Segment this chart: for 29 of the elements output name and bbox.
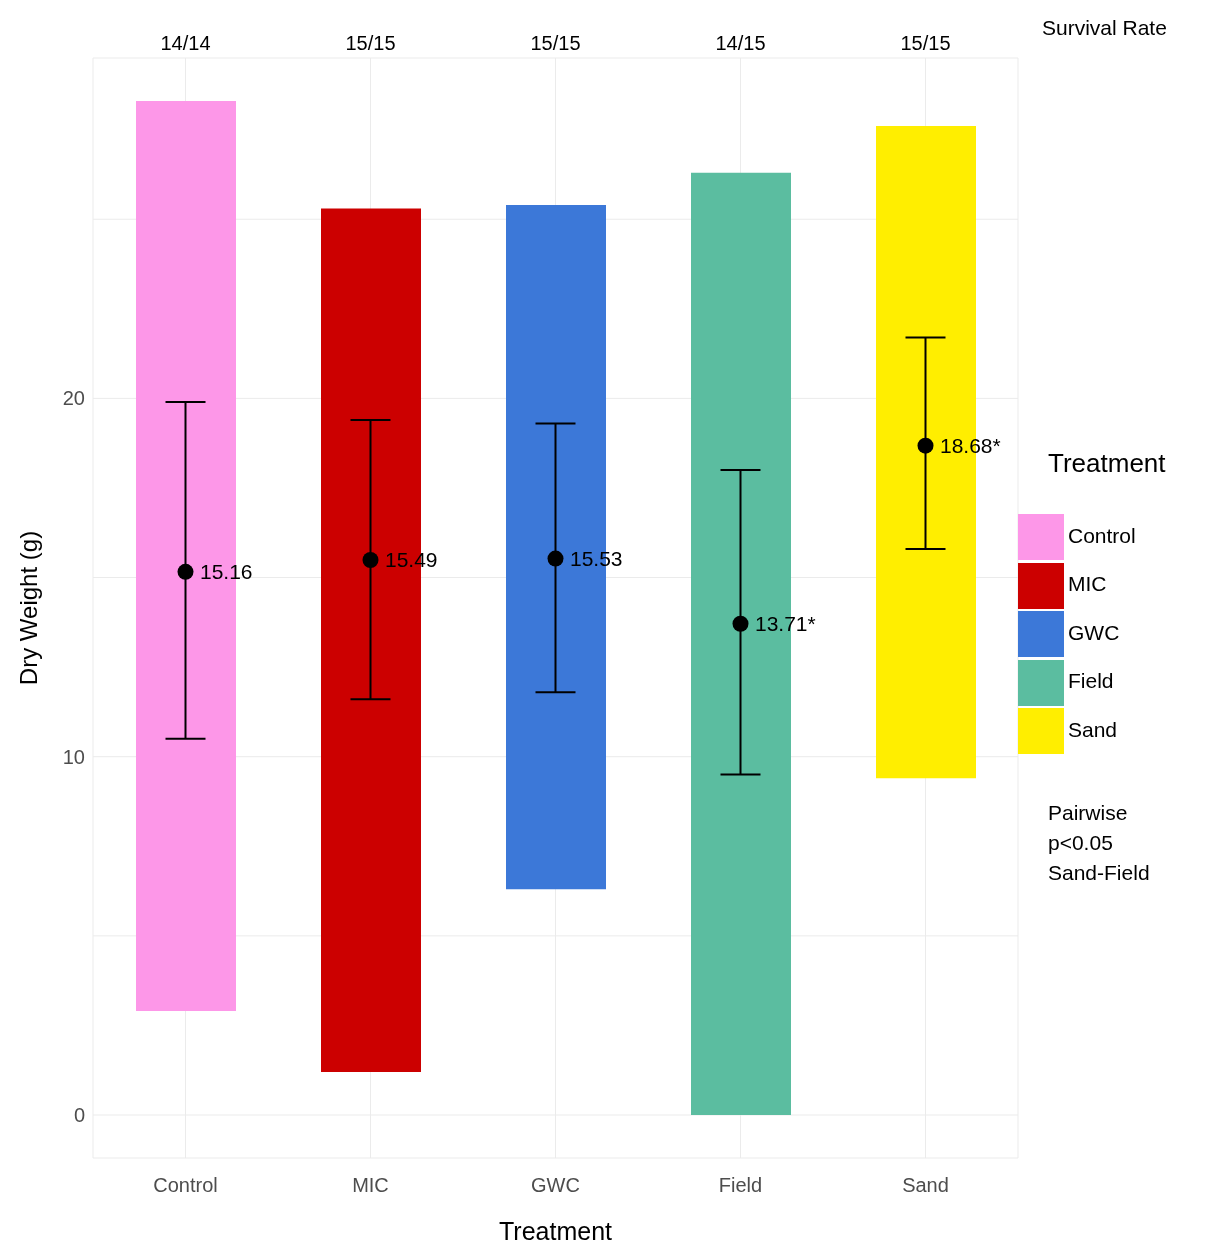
y-tick-label: 10 [62,745,85,768]
data-label: 15.16 [200,560,253,584]
x-tick-label: Field [718,1174,763,1197]
legend-label: Field [1068,669,1114,693]
point [547,550,564,567]
point [917,437,934,454]
text: 14/14 [160,32,211,54]
text: 14/15 [715,32,766,54]
x-tick-label: Control [153,1174,218,1197]
x-tick-label: Sand [902,1174,949,1197]
legend-label: MIC [1068,572,1107,596]
text: Pairwise p<0.05 Sand-Field [1048,800,1150,886]
point [732,615,749,632]
text: Survival Rate [1042,16,1167,40]
legend-label: GWC [1068,620,1120,644]
legend-label: Sand [1068,717,1118,741]
x-tick-label: MIC [352,1174,389,1197]
y-axis-title: Dry Weight (g) [14,530,42,686]
y-tick-label: 20 [62,387,85,410]
point [177,563,194,580]
text: 15/15 [345,32,396,54]
legend-label: Control [1068,523,1136,547]
point [362,551,379,568]
y-tick-label: 0 [73,1104,85,1127]
legend-title: Treatment [1048,448,1166,479]
text: 15/15 [530,32,581,54]
x-tick-label: GWC [531,1174,580,1197]
x-axis-title: Treatment [498,1217,613,1245]
text: 15/15 [900,32,951,54]
